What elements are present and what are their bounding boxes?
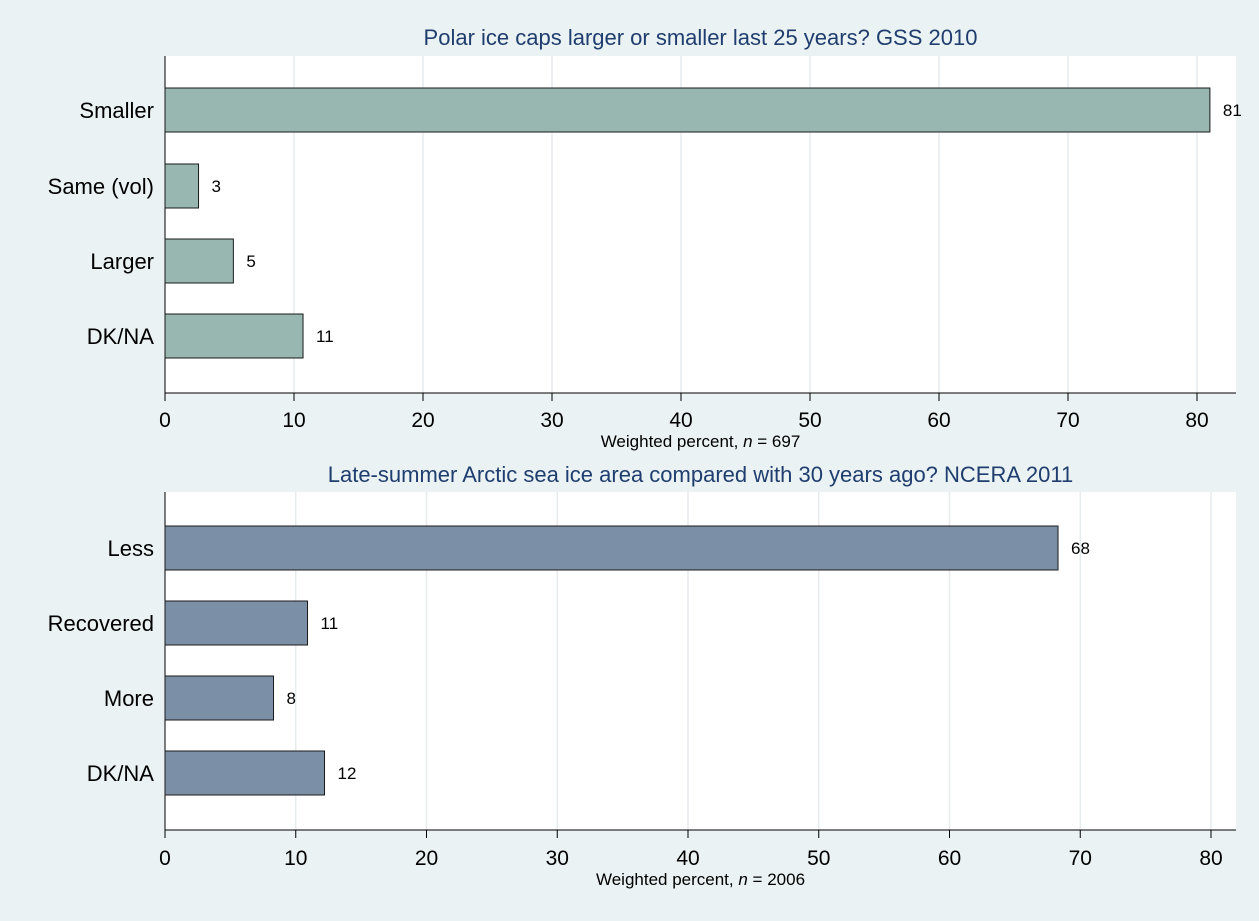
value-label: 5 <box>246 252 255 271</box>
x-tick-label: 80 <box>1199 847 1222 870</box>
x-axis-label-n: n <box>738 870 747 889</box>
bar <box>164 313 304 359</box>
value-label: 11 <box>316 327 334 346</box>
x-tick-label: 0 <box>159 409 171 432</box>
x-tick-label: 60 <box>927 409 950 432</box>
x-tick-label: 10 <box>284 847 307 870</box>
x-tick-label: 0 <box>159 847 171 870</box>
bar <box>164 163 200 209</box>
x-tick-label: 30 <box>540 409 563 432</box>
x-tick-label: 70 <box>1056 409 1079 432</box>
bar <box>164 600 309 646</box>
x-axis-label-count: = 697 <box>753 432 801 451</box>
category-label: Larger <box>90 249 154 274</box>
category-label: Less <box>108 536 154 561</box>
value-label: 8 <box>287 689 296 708</box>
value-label: 68 <box>1071 539 1090 558</box>
x-axis-label: Weighted percent, n = 697 <box>601 432 801 451</box>
category-label: Same (vol) <box>48 174 154 199</box>
bar <box>164 87 1211 133</box>
x-tick-label: 40 <box>676 847 699 870</box>
x-tick-label: 50 <box>798 409 821 432</box>
bar <box>164 525 1059 571</box>
x-tick-label: 60 <box>938 847 961 870</box>
bar <box>164 750 326 796</box>
x-tick-label: 70 <box>1069 847 1092 870</box>
x-tick-label: 40 <box>669 409 692 432</box>
category-label: More <box>104 686 154 711</box>
x-axis-label: Weighted percent, n = 2006 <box>596 870 805 889</box>
chart-title: Late-summer Arctic sea ice area compared… <box>328 462 1074 487</box>
value-label: 81 <box>1223 101 1242 120</box>
x-axis-label-text: Weighted percent, <box>601 432 743 451</box>
x-axis-label-count: = 2006 <box>748 870 805 889</box>
value-label: 12 <box>338 764 357 783</box>
category-label: Recovered <box>48 611 154 636</box>
chart-panel-2: 0 10 20 30 40 50 60 70 80 Less 68 Recovered 11 More 8 D… <box>48 462 1236 889</box>
category-label: Smaller <box>79 98 154 123</box>
x-tick-label: 20 <box>411 409 434 432</box>
chart-panel-1: 0 10 20 30 40 50 60 70 80 Smaller 81 Same (vol) 3 Lar… <box>48 25 1242 451</box>
value-label: 3 <box>212 177 221 196</box>
x-tick-label: 50 <box>807 847 830 870</box>
x-tick-label: 80 <box>1185 409 1208 432</box>
bar <box>164 675 275 721</box>
x-axis-label-n: n <box>743 432 752 451</box>
chart-title: Polar ice caps larger or smaller last 25… <box>424 25 978 50</box>
category-label: DK/NA <box>87 324 155 349</box>
x-tick-label: 30 <box>546 847 569 870</box>
category-label: DK/NA <box>87 761 155 786</box>
value-label: 11 <box>321 614 339 633</box>
bar <box>164 238 234 284</box>
x-tick-label: 10 <box>282 409 305 432</box>
x-tick-label: 20 <box>415 847 438 870</box>
x-axis-label-text: Weighted percent, <box>596 870 738 889</box>
